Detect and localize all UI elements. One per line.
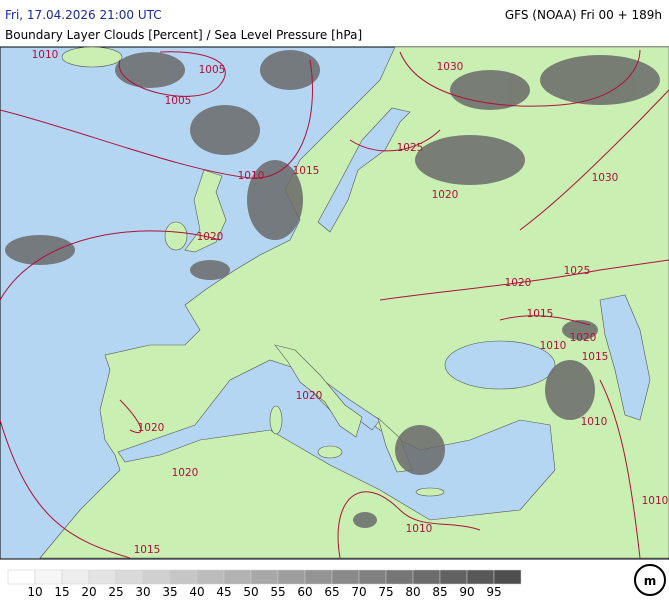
isobar-label: 1010 [238, 170, 265, 182]
map [0, 46, 669, 560]
model: GFS (NOAA) Fri 00 + 189h [505, 8, 662, 22]
isobar-label: 1020 [505, 277, 532, 289]
isobar-label: 1030 [437, 61, 464, 73]
isobar-label: 1015 [293, 165, 320, 177]
isobar-label: 1010 [540, 340, 567, 352]
legend-label: 55 [270, 585, 285, 599]
logo: m [634, 564, 666, 596]
legend-label: 85 [432, 585, 447, 599]
isobar-label: 1010 [642, 495, 669, 507]
isobar-label: 1025 [564, 265, 591, 277]
legend-label: 60 [297, 585, 312, 599]
legend-swatch [223, 569, 252, 585]
isobar-label: 1010 [406, 523, 433, 535]
isobar-label: 1020 [172, 467, 199, 479]
legend: 10 15 20 25 30 35 40 45 50 55 60 65 70 75 80 85 90 95 [7, 569, 522, 599]
legend-swatch [250, 569, 279, 585]
legend-label: 90 [459, 585, 474, 599]
legend-label: 45 [216, 585, 231, 599]
isobar-label: 1030 [592, 172, 619, 184]
isobar-label: 1025 [397, 142, 424, 154]
isobar-label: 1015 [582, 351, 609, 363]
time: Fri, 17.04.2026 21:00 UTC [5, 8, 162, 22]
legend-swatch [304, 569, 333, 585]
legend-label: 15 [54, 585, 69, 599]
legend-swatch [142, 569, 171, 585]
legend-label: 65 [324, 585, 339, 599]
legend-swatch [331, 569, 360, 585]
legend-label: 25 [108, 585, 123, 599]
isobar-label: 1005 [199, 64, 226, 76]
legend-swatch [466, 569, 495, 585]
legend-label: 75 [378, 585, 393, 599]
legend-label: 10 [27, 585, 42, 599]
legend-label: 35 [162, 585, 177, 599]
isobar-label: 1010 [581, 416, 608, 428]
legend-swatch [385, 569, 414, 585]
isobar-label: 1020 [138, 422, 165, 434]
legend-label: 30 [135, 585, 150, 599]
legend-label: 70 [351, 585, 366, 599]
legend-swatch [358, 569, 387, 585]
legend-label: 50 [243, 585, 258, 599]
legend-swatch [88, 569, 117, 585]
legend-swatch [61, 569, 90, 585]
isobar-label: 1020 [197, 231, 224, 243]
isobar-label: 1005 [165, 95, 192, 107]
legend-label: 20 [81, 585, 96, 599]
legend-swatch [412, 569, 441, 585]
legend-label: 80 [405, 585, 420, 599]
legend-swatch [7, 569, 36, 585]
isobar-label: 1020 [570, 332, 597, 344]
legend-swatch [196, 569, 225, 585]
legend-label: 95 [486, 585, 501, 599]
isobar-label: 1015 [134, 544, 161, 556]
legend-swatch [439, 569, 468, 585]
svg-text:m: m [644, 574, 657, 588]
isobar-label: 1015 [527, 308, 554, 320]
legend-swatch [115, 569, 144, 585]
legend-swatch [277, 569, 306, 585]
legend-swatch [169, 569, 198, 585]
isobar-label: 1010 [32, 49, 59, 61]
isobar-label: 1020 [296, 390, 323, 402]
title: Boundary Layer Clouds [Percent] / Sea Le… [5, 28, 362, 42]
legend-swatch [493, 569, 522, 585]
legend-label: 40 [189, 585, 204, 599]
isobar-label: 1020 [432, 189, 459, 201]
legend-swatch [34, 569, 63, 585]
